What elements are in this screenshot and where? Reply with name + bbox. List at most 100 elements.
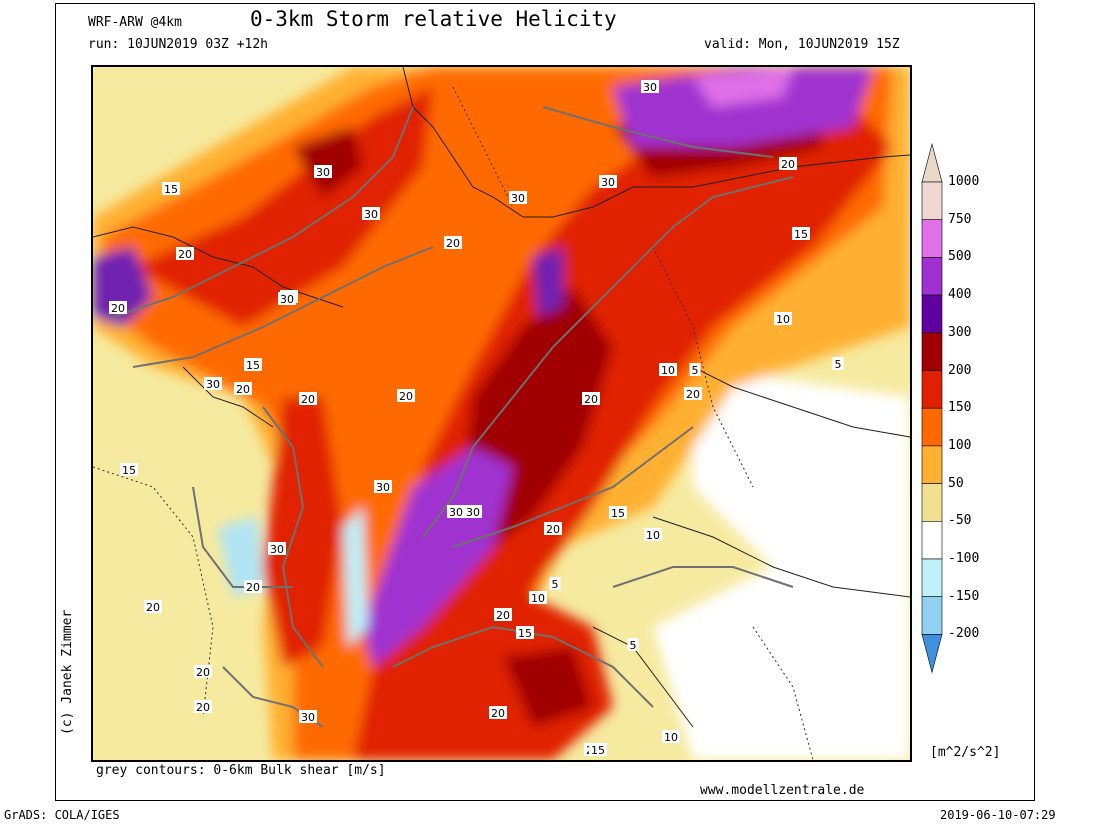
svg-text:10: 10 — [661, 364, 675, 377]
shear-contours — [112, 106, 794, 728]
contour-label: 20 — [444, 236, 462, 250]
contour-label: 15 — [516, 626, 534, 640]
svg-text:20: 20 — [584, 393, 598, 406]
contour-label: 20 — [299, 392, 317, 406]
contour-label: 30 — [447, 505, 465, 519]
contour-label: 30 — [641, 80, 659, 94]
contour-label: 5 — [627, 638, 639, 652]
svg-text:15: 15 — [246, 359, 260, 372]
borders — [93, 86, 814, 760]
svg-text:10: 10 — [776, 313, 790, 326]
svg-text:15: 15 — [164, 183, 178, 196]
colorbar-tick-label: 150 — [948, 400, 972, 416]
contour-label: 30 — [464, 505, 482, 519]
contour-label: 15 — [162, 182, 180, 196]
svg-text:5: 5 — [630, 639, 637, 652]
contour-label: 20 — [194, 700, 212, 714]
svg-text:30: 30 — [511, 192, 525, 205]
contour-label: 15 — [589, 743, 607, 757]
colorbar-tick-label: -200 — [948, 626, 980, 642]
svg-text:30: 30 — [376, 481, 390, 494]
contour-label: 10 — [774, 312, 792, 326]
svg-text:15: 15 — [794, 228, 808, 241]
contour-label: 20 — [582, 392, 600, 406]
colorbar-tick-label: 500 — [948, 249, 972, 265]
svg-text:20: 20 — [236, 383, 250, 396]
contour-label: 20 — [489, 706, 507, 720]
contour-label: 20 — [544, 522, 562, 536]
colorbar-tick-label: 300 — [948, 324, 972, 340]
contour-label: 20 — [194, 665, 212, 679]
contour-label: 30 — [599, 175, 617, 189]
svg-text:10: 10 — [531, 592, 545, 605]
contour-label: 30 — [374, 480, 392, 494]
credit-label: (c) Janek Zimmer — [60, 609, 75, 735]
svg-text:15: 15 — [518, 627, 532, 640]
svg-text:5: 5 — [835, 358, 842, 371]
svg-text:5: 5 — [552, 578, 559, 591]
contour-label: 10 — [644, 528, 662, 542]
svg-text:30: 30 — [449, 506, 463, 519]
svg-text:20: 20 — [686, 388, 700, 401]
svg-text:30: 30 — [316, 166, 330, 179]
colorbar-tick-label: 1000 — [948, 174, 980, 189]
contour-label: 15 — [609, 506, 627, 520]
contour-label: 20 — [176, 247, 194, 261]
svg-text:30: 30 — [206, 378, 220, 391]
contour-label: 30 — [278, 292, 296, 306]
contour-label: 20 — [109, 301, 127, 315]
colorbar-tick-label: -100 — [948, 551, 980, 566]
svg-text:30: 30 — [301, 711, 315, 724]
contour-label: 20 — [234, 382, 252, 396]
contour-labels: 3030303020152020302030302020201530201520… — [109, 80, 844, 757]
colorbar-units: [m^2/s^2] — [930, 745, 1001, 760]
svg-text:20: 20 — [111, 302, 125, 315]
contour-label: 5 — [689, 363, 701, 377]
contour-label: 20 — [144, 600, 162, 614]
svg-text:30: 30 — [280, 293, 294, 306]
contour-label: 5 — [832, 357, 844, 371]
grads-label: GrADS: COLA/IGES — [4, 808, 120, 822]
colorbar-tick-label: -150 — [948, 588, 980, 604]
svg-text:5: 5 — [692, 364, 699, 377]
chart-title: 0-3km Storm relative Helicity — [250, 7, 617, 31]
svg-text:30: 30 — [270, 543, 284, 556]
svg-text:30: 30 — [601, 176, 615, 189]
svg-text:20: 20 — [491, 707, 505, 720]
svg-text:30: 30 — [643, 81, 657, 94]
svg-text:20: 20 — [196, 666, 210, 679]
svg-text:15: 15 — [591, 744, 605, 757]
website-label: www.modellzentrale.de — [700, 783, 865, 798]
contour-label: 10 — [529, 591, 547, 605]
valid-label: valid: Mon, 10JUN2019 15Z — [704, 37, 900, 52]
contour-label: 20 — [494, 608, 512, 622]
svg-text:20: 20 — [446, 237, 460, 250]
svg-text:20: 20 — [399, 390, 413, 403]
svg-text:30: 30 — [364, 208, 378, 221]
contour-label: 15 — [120, 463, 138, 477]
contour-label: 20 — [684, 387, 702, 401]
contour-label: 30 — [509, 191, 527, 205]
run-label: run: 10JUN2019 03Z +12h — [88, 37, 269, 52]
colorbar-tick-label: 50 — [948, 475, 964, 491]
helicity-map: 3030303020152020302030302020201530201520… — [91, 65, 912, 762]
contour-label: 30 — [314, 165, 332, 179]
svg-text:20: 20 — [301, 393, 315, 406]
colorbar-tick-label: 400 — [948, 287, 972, 303]
timestamp-label: 2019-06-10-07:29 — [940, 808, 1056, 822]
svg-text:10: 10 — [646, 529, 660, 542]
contour-label: 30 — [204, 377, 222, 391]
svg-text:20: 20 — [496, 609, 510, 622]
map-canvas: 3030303020152020302030302020201530201520… — [93, 67, 910, 760]
colorbar-tick-label: 100 — [948, 437, 972, 453]
contour-label: 30 — [268, 542, 286, 556]
svg-text:20: 20 — [146, 601, 160, 614]
svg-text:20: 20 — [178, 248, 192, 261]
contour-label: 20 — [779, 157, 797, 171]
coastlines — [93, 67, 910, 728]
svg-text:20: 20 — [196, 701, 210, 714]
contour-label: 15 — [244, 358, 262, 372]
contour-label: 20 — [244, 580, 262, 594]
contour-label: 15 — [792, 227, 810, 241]
contour-label: 10 — [662, 730, 680, 744]
